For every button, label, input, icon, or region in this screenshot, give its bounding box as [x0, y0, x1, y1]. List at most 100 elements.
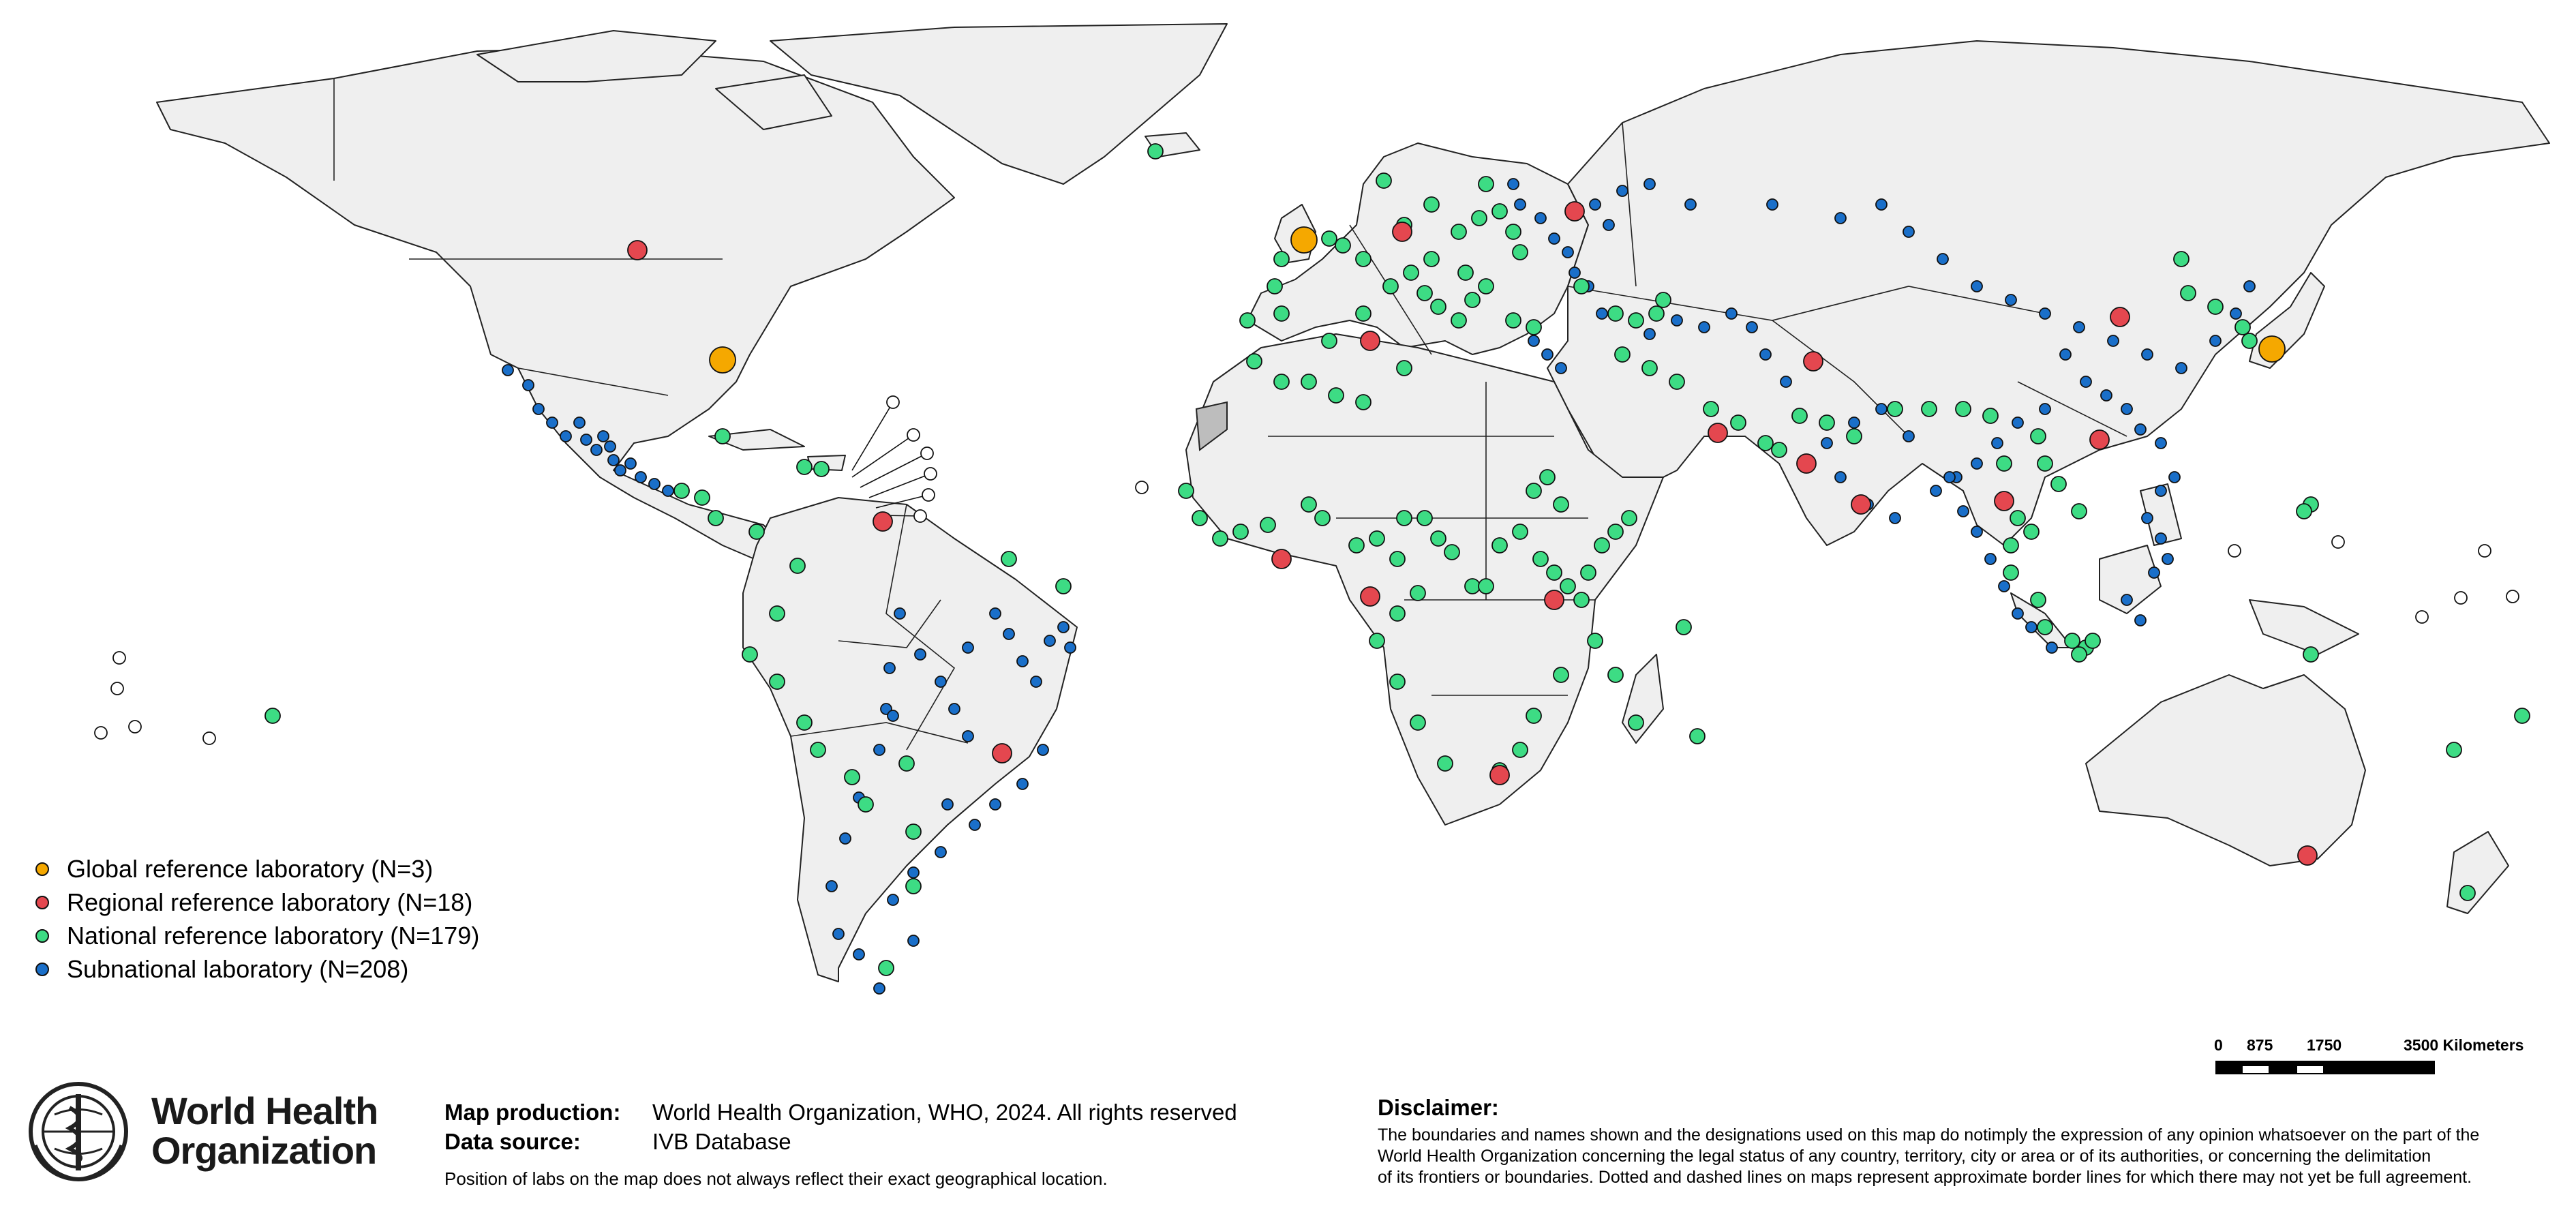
national-lab-marker — [2207, 299, 2224, 315]
national-lab-marker — [1491, 537, 1508, 554]
subnational-lab-marker — [522, 379, 534, 391]
legend-item-regional: Regional reference laboratory (N=18) — [35, 886, 479, 919]
arctic-islands — [476, 30, 716, 82]
national-lab-marker — [1996, 455, 2012, 472]
subnational-lab-marker — [1984, 553, 1997, 565]
small-territory-marker — [1135, 481, 1149, 494]
national-lab-marker — [1532, 551, 1549, 567]
national-lab-marker — [748, 524, 765, 540]
subnational-lab-marker — [2230, 307, 2242, 320]
subnational-lab-marker — [1834, 212, 1847, 224]
scale-label-3500: 3500 Kilometers — [2404, 1036, 2524, 1054]
subnational-lab-marker — [2059, 348, 2072, 361]
subnational-lab-marker — [1848, 417, 1860, 429]
subnational-lab-marker — [873, 982, 885, 995]
national-lab-marker — [2003, 537, 2019, 554]
subnational-lab-marker — [2005, 294, 2017, 306]
national-lab-marker — [1389, 605, 1406, 622]
national-lab-marker — [1212, 530, 1228, 547]
national-lab-marker — [1607, 305, 1624, 322]
national-lab-marker — [264, 708, 281, 724]
subnational-lab-marker — [935, 846, 947, 858]
who-wordmark-line1: World Health — [151, 1089, 378, 1132]
small-territory-marker — [2454, 591, 2468, 605]
madagascar — [1622, 654, 1664, 744]
greenland — [770, 23, 1228, 185]
national-lab-marker — [1512, 742, 1528, 758]
national-lab-marker — [2173, 251, 2189, 267]
subnational-lab-marker — [907, 935, 920, 947]
national-lab-marker — [2446, 742, 2462, 758]
national-lab-marker — [1382, 278, 1399, 294]
regional-lab-marker — [1271, 549, 1292, 569]
national-lab-marker — [1512, 524, 1528, 540]
national-lab-marker — [2010, 510, 2026, 526]
national-lab-marker — [1192, 510, 1208, 526]
national-lab-marker — [1526, 708, 1542, 724]
disclaimer-line-3: of its frontiers or boundaries. Dotted a… — [1378, 1168, 2472, 1187]
national-lab-marker — [2023, 524, 2040, 540]
national-lab-marker — [1321, 230, 1337, 247]
subnational-lab-marker — [2155, 485, 2167, 497]
subnational-lab-marker — [989, 798, 1001, 811]
national-lab-marker — [694, 489, 710, 506]
small-territory-marker — [2331, 535, 2345, 549]
legend-item-global: Global reference laboratory (N=3) — [35, 852, 479, 886]
subnational-lab-marker — [935, 676, 947, 688]
subnational-lab-marker — [1596, 307, 1608, 320]
national-lab-marker — [1655, 292, 1671, 308]
national-lab-marker — [1573, 278, 1590, 294]
national-lab-marker — [905, 823, 922, 840]
subnational-lab-marker — [2073, 321, 2085, 333]
national-lab-marker — [1621, 510, 1637, 526]
scale-bar-graphic — [2215, 1061, 2435, 1074]
small-territory-marker — [2478, 544, 2491, 558]
national-lab-marker — [1771, 442, 1787, 458]
national-lab-marker — [1232, 524, 1249, 540]
national-lab-marker — [769, 674, 785, 690]
subnational-lab-marker — [1991, 437, 2003, 449]
subnational-lab-marker — [887, 710, 899, 722]
subnational-lab-marker — [962, 730, 974, 742]
national-lab-marker — [2514, 708, 2530, 724]
national-lab-marker — [1607, 524, 1624, 540]
subnational-lab-marker — [989, 607, 1001, 620]
national-lab-marker — [1246, 353, 1262, 369]
subnational-lab-marker — [573, 417, 586, 429]
subnational-lab-marker — [1698, 321, 1710, 333]
credit-production-value: World Health Organization, WHO, 2024. Al… — [652, 1099, 1237, 1125]
subnational-lab-marker — [914, 648, 926, 661]
national-lab-marker — [844, 769, 860, 785]
national-lab-marker — [1267, 278, 1283, 294]
western-sahara — [1195, 401, 1228, 451]
subnational-lab-marker — [1875, 198, 1888, 211]
national-lab-marker — [905, 878, 922, 894]
national-lab-marker — [1369, 530, 1385, 547]
national-lab-marker — [1512, 244, 1528, 260]
subnational-lab-marker — [873, 744, 885, 756]
scale-label-875: 875 — [2247, 1036, 2273, 1054]
subnational-lab-marker — [1903, 430, 1915, 442]
national-lab-marker — [810, 742, 826, 758]
national-lab-marker — [769, 605, 785, 622]
credit-source-key: Data source: — [444, 1128, 581, 1154]
subnational-lab-marker — [614, 464, 626, 477]
small-territory-marker — [922, 488, 935, 502]
subnational-lab-marker — [1555, 362, 1567, 374]
regional-lab-marker — [1544, 590, 1564, 610]
national-lab-marker — [1348, 537, 1365, 554]
national-lab-marker — [2234, 319, 2251, 335]
national-lab-marker — [1478, 176, 1494, 192]
national-lab-marker — [1273, 374, 1290, 390]
regional-lab-marker — [873, 511, 893, 532]
national-lab-marker — [1607, 667, 1624, 683]
scale-bar: 0 875 1750 3500 Kilometers — [2214, 1036, 2541, 1077]
subnational-lab-marker — [1684, 198, 1697, 211]
small-territory-marker — [94, 726, 108, 740]
national-lab-marker — [858, 796, 874, 813]
regional-lab-marker — [1360, 586, 1380, 607]
subnational-lab-marker — [948, 703, 960, 715]
borders — [333, 78, 2127, 751]
credit-source-value: IVB Database — [652, 1128, 791, 1154]
disclaimer-text: The boundaries and names shown and the d… — [1378, 1125, 2550, 1188]
